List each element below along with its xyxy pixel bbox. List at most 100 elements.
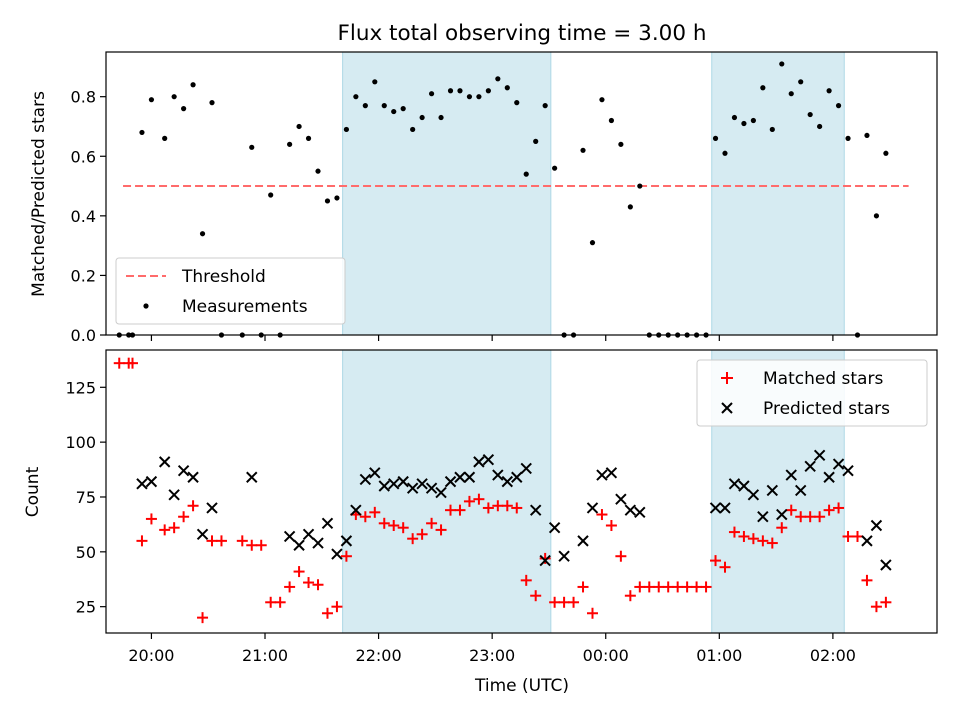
measurement-point xyxy=(817,123,823,130)
predicted-star-point xyxy=(596,469,608,481)
predicted-star-point xyxy=(425,482,438,494)
measurement-point xyxy=(190,82,196,88)
x-tick-label: 02:00 xyxy=(810,646,856,665)
predicted-star-point xyxy=(388,478,400,490)
shaded-interval xyxy=(711,51,845,336)
matched-star-point xyxy=(274,596,286,608)
measurement-point xyxy=(362,103,368,109)
predicted-star-point xyxy=(870,519,883,532)
predicted-star-point xyxy=(795,484,807,497)
measurement-point xyxy=(457,88,463,94)
predicted-star-point xyxy=(312,537,324,549)
predicted-star-point xyxy=(406,482,419,494)
measurement-point xyxy=(209,100,215,106)
measurement-point xyxy=(760,85,766,91)
top-axes-frame xyxy=(105,51,938,336)
measurement-point xyxy=(618,141,624,147)
predicted-star-point xyxy=(340,535,353,547)
matched-star-point xyxy=(870,601,882,613)
predicted-star-point xyxy=(206,502,218,514)
matched-star-point xyxy=(445,504,457,516)
measurement-point xyxy=(268,192,274,198)
predicted-star-point xyxy=(529,504,542,516)
matched-star-point xyxy=(178,511,190,523)
predicted-star-point xyxy=(463,471,476,483)
measurement-point xyxy=(589,240,596,246)
predicted-star-point xyxy=(605,467,618,479)
matched-star-point xyxy=(747,533,759,545)
predicted-star-point xyxy=(196,528,209,540)
matched-star-point xyxy=(520,574,532,586)
measurement-point xyxy=(741,120,747,127)
measurement-point xyxy=(542,103,548,109)
y-tick-label: 50 xyxy=(76,543,96,562)
predicted-star-point xyxy=(246,471,258,483)
predicted-star-point xyxy=(416,478,428,490)
predicted-star-point xyxy=(369,467,381,479)
measurement-point xyxy=(181,106,187,112)
matched-star-point xyxy=(397,522,409,534)
matched-star-point xyxy=(492,500,504,512)
bottom-xlabel: Time (UTC) xyxy=(474,676,569,696)
predicted-star-point xyxy=(719,502,731,514)
matched-star-point xyxy=(168,522,180,534)
matched-star-point xyxy=(861,574,873,586)
matched-star-point xyxy=(255,539,267,551)
top-ylabel: Matched/Predicted stars xyxy=(29,91,49,297)
matched-star-point xyxy=(766,537,778,549)
predicted-star-point xyxy=(187,471,199,483)
bottom-legend: Matched stars Predicted stars xyxy=(696,359,928,427)
matched-star-point xyxy=(284,581,296,593)
measurement-point xyxy=(139,129,145,136)
measurement-point xyxy=(249,144,255,150)
matched-star-point xyxy=(615,550,627,562)
predicted-star-point xyxy=(785,469,797,481)
matched-star-point xyxy=(776,522,788,534)
matched-star-point xyxy=(435,524,447,536)
matched-star-point xyxy=(127,357,139,369)
predicted-star-point xyxy=(168,489,180,501)
measurement-point xyxy=(372,79,378,85)
measurement-point xyxy=(296,123,302,130)
matched-star-point xyxy=(710,555,722,567)
predicted-star-point xyxy=(331,548,343,560)
predicted-star-point xyxy=(624,504,637,516)
predicted-star-point xyxy=(861,535,873,547)
predicted-star-point xyxy=(880,559,892,571)
matched-star-point xyxy=(454,504,466,516)
predicted-star-point xyxy=(615,493,627,505)
measurement-point xyxy=(495,76,501,82)
matched-star-point xyxy=(785,504,797,516)
measurement-point xyxy=(883,150,889,156)
predicted-star-point xyxy=(321,517,334,530)
matched-star-point xyxy=(426,517,438,529)
predicted-star-point xyxy=(158,456,171,468)
measurement-point xyxy=(315,168,321,174)
predicted-star-point xyxy=(359,473,372,486)
y-tick-label: 0.4 xyxy=(71,207,96,226)
matched-star-point xyxy=(539,552,551,564)
predicted-star-point xyxy=(766,484,779,497)
predicted-star-point xyxy=(501,475,514,488)
measurement-point xyxy=(514,100,520,106)
measurement-point xyxy=(391,108,397,115)
bottom-ylabel: Count xyxy=(23,466,43,517)
x-tick-label: 00:00 xyxy=(583,646,629,665)
predicted-star-point xyxy=(492,469,504,481)
measurement-point xyxy=(788,91,794,97)
matched-star-point xyxy=(672,581,684,593)
x-tick-label: 20:00 xyxy=(128,646,174,665)
measurement-point xyxy=(287,141,293,147)
measurement-point xyxy=(476,94,482,100)
predicted-star-point xyxy=(520,462,532,475)
predicted-star-point xyxy=(804,460,816,472)
measurement-point xyxy=(410,126,416,133)
matched-star-point xyxy=(605,520,617,532)
matched-star-point xyxy=(303,577,315,589)
measurement-point xyxy=(523,171,529,177)
measurement-point xyxy=(807,111,813,118)
measurement-point xyxy=(722,150,728,156)
matched-star-point xyxy=(206,535,218,547)
predicted-star-point xyxy=(586,502,599,514)
measurement-point xyxy=(637,183,643,189)
